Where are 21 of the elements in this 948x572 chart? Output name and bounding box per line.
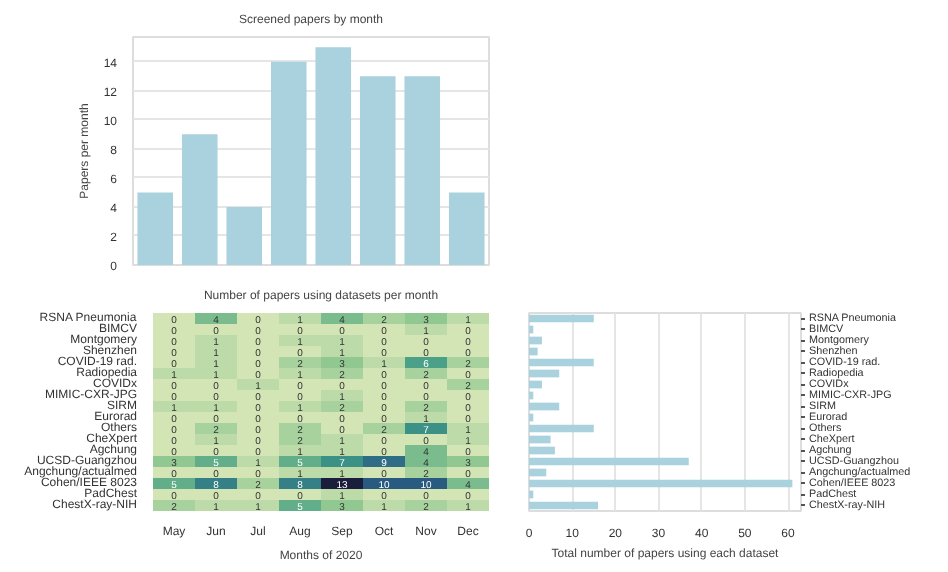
bar bbox=[529, 446, 555, 455]
bar bbox=[529, 369, 560, 378]
bar bbox=[529, 358, 594, 367]
bar bbox=[315, 47, 352, 265]
bar bbox=[529, 435, 551, 444]
bar bbox=[529, 501, 599, 510]
bar bbox=[359, 76, 396, 265]
bar bbox=[529, 457, 689, 466]
bar bbox=[448, 192, 485, 265]
bar bbox=[529, 424, 594, 433]
bar bbox=[226, 206, 263, 265]
bar bbox=[404, 76, 441, 265]
bar bbox=[529, 380, 542, 389]
bar bbox=[529, 336, 542, 345]
bar bbox=[270, 61, 307, 265]
bar bbox=[137, 192, 174, 265]
bar bbox=[529, 347, 538, 356]
bar bbox=[529, 314, 594, 323]
bar bbox=[529, 479, 793, 488]
bar bbox=[529, 402, 560, 411]
bar bbox=[181, 134, 218, 265]
